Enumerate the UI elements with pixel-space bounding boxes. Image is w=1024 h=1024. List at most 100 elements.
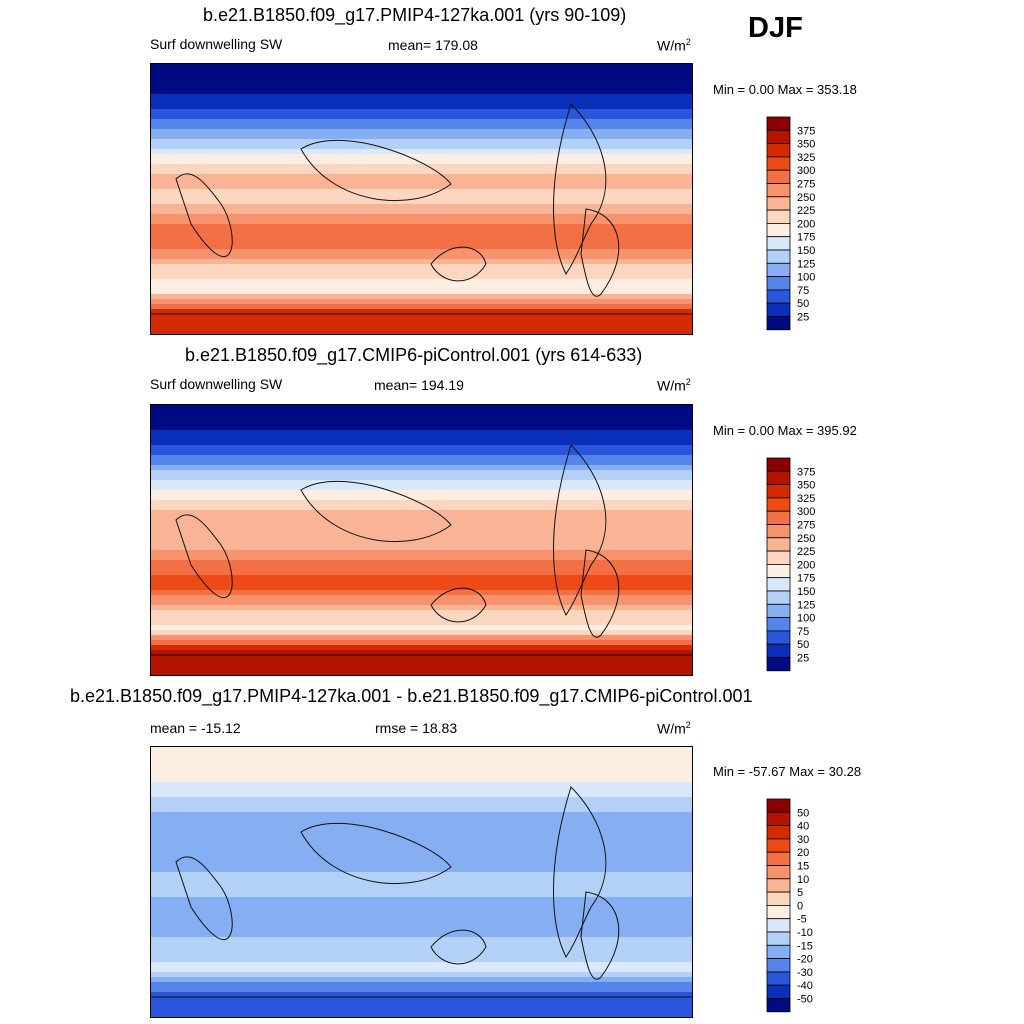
panel-2-zonal-band: [151, 545, 692, 551]
panel-2-zonal-band: [151, 590, 692, 596]
panel-1-zonal-band: [151, 74, 692, 80]
panel-3-zonal-band: [151, 777, 692, 783]
panel-1-zonal-band: [151, 119, 692, 125]
panel-1-zonal-band: [151, 134, 692, 140]
panel-1-colorbar-box: [766, 156, 791, 171]
panel-3-zonal-band: [151, 907, 692, 913]
panel-2-zonal-band: [151, 440, 692, 446]
panel-2-zonal-band: [151, 410, 692, 416]
panel-3-zonal-band: [151, 927, 692, 933]
panel-3-colorbar-box: [766, 878, 791, 893]
panel-1-zonal-band: [151, 274, 692, 280]
panel-3-zonal-band: [151, 752, 692, 758]
panel-2-colorbar-box: [766, 484, 791, 499]
panel-2-mean-label: mean= 194.19: [374, 377, 464, 393]
panel-1-colorbar-box: [766, 302, 791, 317]
panel-1-zonal-band: [151, 319, 692, 325]
panel-3-zonal-band: [151, 997, 692, 1003]
panel-2-zonal-band: [151, 515, 692, 521]
panel-3-colorbar-box: [766, 958, 791, 973]
panel-1-zonal-band: [151, 84, 692, 90]
panel-3-zonal-band: [151, 952, 692, 958]
panel-2-zonal-band: [151, 595, 692, 601]
panel-2-colorbar-box: [766, 537, 791, 552]
panel-3-zonal-band: [151, 892, 692, 898]
panel-1-variable-label: Surf downwelling SW: [150, 36, 283, 52]
panel-2-colorbar-label: 200: [797, 559, 815, 571]
panel-3-zonal-band: [151, 902, 692, 908]
panel-1-zonal-band: [151, 309, 692, 315]
panel-2-zonal-band: [151, 550, 692, 556]
panel-2-zonal-band: [151, 580, 692, 586]
panel-3-zonal-band: [151, 857, 692, 863]
panel-3-zonal-band: [151, 1002, 692, 1008]
panel-1-zonal-band: [151, 139, 692, 145]
panel-3-zonal-band: [151, 992, 692, 998]
panel-3-zonal-band: [151, 887, 692, 893]
panel-1-zonal-band: [151, 204, 692, 210]
panel-3-colorbar-label: -15: [797, 940, 813, 952]
panel-2-zonal-band: [151, 615, 692, 621]
panel-3-colorbar-label: 20: [797, 847, 809, 859]
panel-2-colorbar-box: [766, 657, 791, 672]
panel-1-zonal-band: [151, 294, 692, 300]
panel-1-zonal-band: [151, 224, 692, 230]
panel-1-zonal-band: [151, 64, 692, 70]
panel-1-zonal-band: [151, 324, 692, 330]
panel-1-colorbar: 375 350 325 300 275 250 225 200 175 150 125 100 75 50…: [766, 116, 846, 337]
panel-3-colorbar-box: [766, 865, 791, 880]
panel-1-zonal-band: [151, 304, 692, 310]
panel-2-colorbar-box: [766, 617, 791, 632]
panel-3-zonal-band: [151, 762, 692, 768]
panel-1-colorbar-box: [766, 183, 791, 198]
panel-3-zonal-band: [151, 767, 692, 773]
panel-2-colorbar-box: [766, 643, 791, 658]
panel-3-colorbar-label: -40: [797, 980, 813, 992]
panel-3-colorbar-box: [766, 798, 791, 813]
panel-1-colorbar-label: 150: [797, 245, 815, 257]
panel-1-colorbar-box: [766, 116, 791, 131]
panel-1-zonal-band: [151, 104, 692, 110]
panel-3-zonal-band: [151, 877, 692, 883]
panel-3-colorbar-box: [766, 971, 791, 986]
panel-3-zonal-band: [151, 797, 692, 803]
panel-3-zonal-band: [151, 947, 692, 953]
panel-3-zonal-band: [151, 757, 692, 763]
panel-2-zonal-band: [151, 605, 692, 611]
panel-2-zonal-band: [151, 500, 692, 506]
panel-2-colorbar-label: 225: [797, 546, 815, 558]
panel-3-colorbar-label: 5: [797, 887, 803, 899]
panel-3-zonal-band: [151, 1007, 692, 1013]
panel-3-zonal-band: [151, 847, 692, 853]
panel-2-coastlines: [151, 444, 692, 656]
panel-1-colorbar-box: [766, 196, 791, 211]
panel-3-zonal-band: [151, 867, 692, 873]
panel-3-zonal-band: [151, 842, 692, 848]
panel-1-zonal-band: [151, 214, 692, 220]
panel-3-zonal-band: [151, 837, 692, 843]
panel-3-zonal-band: [151, 922, 692, 928]
panel-1-zonal-band: [151, 79, 692, 85]
panel-3-colorbar-label: 50: [797, 807, 809, 819]
panel-1-zonal-band: [151, 69, 692, 75]
panel-2-contour-fill: [151, 405, 692, 675]
panel-1-colorbar-label: 200: [797, 218, 815, 230]
panel-1-colorbar-label: 25: [797, 312, 809, 324]
panel-2-colorbar-label: 375: [797, 466, 815, 478]
panel-1-zonal-band: [151, 89, 692, 95]
panel-1-zonal-band: [151, 164, 692, 170]
panel-3-zonal-band: [151, 817, 692, 823]
panel-2-zonal-band: [151, 535, 692, 541]
panel-3-rmse-label: rmse = 18.83: [375, 720, 458, 736]
panel-2-zonal-band: [151, 565, 692, 571]
panel-3-zonal-band: [151, 862, 692, 868]
panel-1-zonal-band: [151, 209, 692, 215]
panel-2-zonal-band: [151, 575, 692, 581]
panel-3-colorbar-label: -5: [797, 914, 807, 926]
panel-1-colorbar-box: [766, 236, 791, 251]
panel-1-colorbar-box: [766, 289, 791, 304]
panel-2-zonal-band: [151, 540, 692, 546]
panel-2-colorbar-box: [766, 510, 791, 525]
panel-1-zonal-band: [151, 194, 692, 200]
panel-1-zonal-band: [151, 284, 692, 290]
